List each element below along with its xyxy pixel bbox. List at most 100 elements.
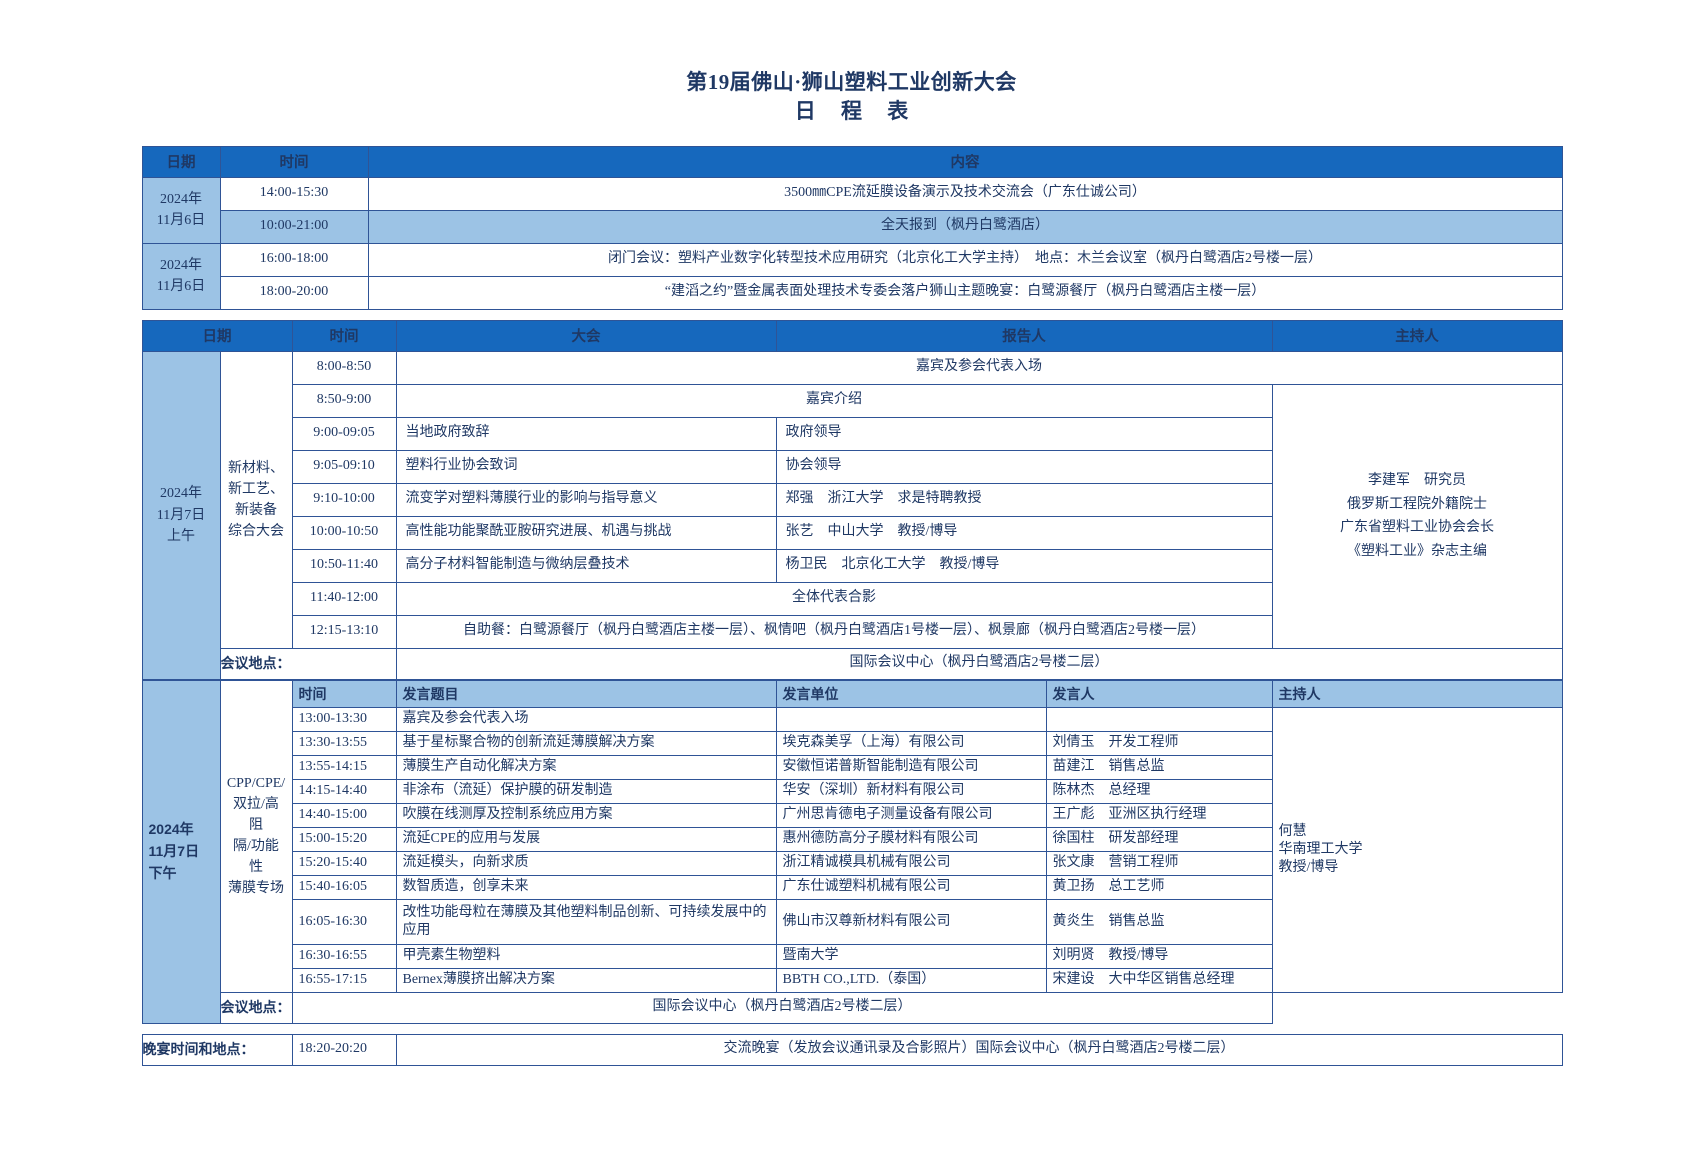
col-header-topic: 发言题目 <box>395 679 777 708</box>
col-header-date: 日期 <box>141 145 221 178</box>
table-row-header: 2024年 11月7日 下午 CPP/CPE/双拉/高阻 隔/功能性 薄膜专场 时间 发… <box>141 679 1563 1024</box>
table-row: 8:50-9:00 嘉宾介绍 李建军 研究员 俄罗斯工程院外籍院士 广东省塑料工业协… <box>142 383 1563 649</box>
cell-org: 惠州德防高分子膜材料有限公司 <box>775 826 1047 852</box>
cell-org: 佛山市汉尊新材料有限公司 <box>775 898 1047 945</box>
cell-time: 8:50-9:00 <box>291 383 397 418</box>
table-row: 15:40-16:05 数智质造，创享未来 广东仕诚塑料机械有限公司 黄卫扬 总… <box>142 874 1562 900</box>
cell-topic: 嘉宾介绍 <box>395 383 1273 418</box>
cell-speaker: 徐国柱 研发部经理 <box>1045 826 1273 852</box>
cell-content: “建滔之约”暨金属表面处理技术专委会落户狮山主题晚宴：白鹭源餐厅（枫丹白鹭酒店主… <box>367 275 1563 310</box>
col-header-time: 时间 <box>219 145 369 178</box>
cell-host: 李建军 研究员 俄罗斯工程院外籍院士 广东省塑料工业协会会长 《塑料工业》杂志主编 <box>1271 383 1563 649</box>
cell-time: 15:00-15:20 <box>291 826 397 852</box>
table-row-header: 日期 时间 内容 <box>141 145 1563 178</box>
cell-org: 暨南大学 <box>775 943 1047 969</box>
table-row: 16:05-16:30 改性功能母粒在薄膜及其他塑料制品创新、可持续发展中的应用… <box>142 898 1562 945</box>
document-titles: 第19届佛山·狮山塑料工业创新大会 日 程 表 <box>0 0 1703 128</box>
cell-org: 浙江精诚模具机械有限公司 <box>775 850 1047 876</box>
cell-topic: 吹膜在线测厚及控制系统应用方案 <box>395 802 777 828</box>
cell-time: 9:05-09:10 <box>291 449 397 484</box>
cell-topic: 甲壳素生物塑料 <box>395 943 777 969</box>
cell-content: 全天报到（枫丹白鹭酒店） <box>367 209 1563 244</box>
cell-speaker: 协会领导 <box>775 449 1273 484</box>
col-header-date: 日期 <box>141 319 293 352</box>
cell-content: 闭门会议：塑料产业数字化转型技术应用研究（北京化工大学主持） 地点：木兰会议室（… <box>367 242 1563 277</box>
cell-org: 华安（深圳）新材料有限公司 <box>775 778 1047 804</box>
table-row: 9:10-10:00 流变学对塑料薄膜行业的影响与指导意义 郑强 浙江大学 求是… <box>142 482 1562 517</box>
cell-topic: 薄膜生产自动化解决方案 <box>395 754 777 780</box>
cell-topic: 高性能功能聚酰亚胺研究进展、机遇与挑战 <box>395 515 777 550</box>
table-row: 13:00-13:30 嘉宾及参会代表入场 何慧 华南理工大学 教授/博导 <box>142 706 1563 993</box>
col-header-time: 时间 <box>291 319 397 352</box>
table-day2-morning: 日期 时间 大会 报告人 主持人 2024年 11月7日 上午 新材料、 新工艺、 新装… <box>141 319 1563 680</box>
cell-time: 16:55-17:15 <box>291 967 397 993</box>
cell-time: 8:00-8:50 <box>291 350 397 385</box>
cell-content: 3500㎜CPE流延膜设备演示及技术交流会（广东仕诚公司） <box>367 176 1563 211</box>
cell-time: 15:20-15:40 <box>291 850 397 876</box>
cell-speaker: 刘明贤 教授/博导 <box>1045 943 1273 969</box>
col-header-speaker: 报告人 <box>775 319 1273 352</box>
cell-topic: 当地政府致辞 <box>395 416 777 451</box>
cell-speaker: 黄炎生 销售总监 <box>1045 898 1273 945</box>
table-row: 10:00-10:50 高性能功能聚酰亚胺研究进展、机遇与挑战 张艺 中山大学 … <box>142 515 1562 550</box>
cell-time: 14:00-15:30 <box>219 176 369 211</box>
cell-org: 安徽恒诺普斯智能制造有限公司 <box>775 754 1047 780</box>
table-row: 10:50-11:40 高分子材料智能制造与微纳层叠技术 杨卫民 北京化工大学 … <box>142 548 1562 583</box>
cell-host: 何慧 华南理工大学 教授/博导 <box>1271 706 1563 993</box>
cell-org <box>775 706 1047 732</box>
page-subtitle: 日 程 表 <box>794 99 919 124</box>
table-row: 晚宴时间和地点： 18:20-20:20 交流晚宴（发放会议通讯录及合影照片）国… <box>141 1033 1563 1066</box>
table-row: 9:05-09:10 塑料行业协会致词 协会领导 <box>142 449 1562 484</box>
table-row: 2024年 11月7日 上午 新材料、 新工艺、 新装备 综合大会 8:00-8:50 嘉… <box>141 350 1563 680</box>
cell-topic: 嘉宾及参会代表入场 <box>395 706 777 732</box>
cell-time: 10:00-21:00 <box>219 209 369 244</box>
cell-date: 2024年 11月7日 上午 <box>141 350 221 680</box>
dinner-label: 晚宴时间和地点： <box>141 1033 293 1066</box>
cell-speaker: 宋建设 大中华区销售总经理 <box>1045 967 1273 993</box>
cell-speaker: 苗建江 销售总监 <box>1045 754 1273 780</box>
cell-speaker <box>1045 706 1273 732</box>
cell-speaker: 刘倩玉 开发工程师 <box>1045 730 1273 756</box>
col-header-org: 发言单位 <box>775 679 1047 708</box>
cell-session: CPP/CPE/双拉/高阻 隔/功能性 薄膜专场 <box>219 679 293 993</box>
cell-time: 9:10-10:00 <box>291 482 397 517</box>
dinner-content: 交流晚宴（发放会议通讯录及合影照片）国际会议中心（枫丹白鹭酒店2号楼二层） <box>395 1033 1563 1066</box>
table-row-header: 日期 时间 大会 报告人 主持人 <box>141 319 1563 352</box>
location-value: 国际会议中心（枫丹白鹭酒店2号楼二层） <box>291 991 1273 1024</box>
cell-topic: 流变学对塑料薄膜行业的影响与指导意义 <box>395 482 777 517</box>
cell-topic: 嘉宾及参会代表入场 <box>395 350 1563 385</box>
col-header-time: 时间 <box>291 679 397 708</box>
cell-topic: 流延CPE的应用与发展 <box>395 826 777 852</box>
cell-speaker: 张艺 中山大学 教授/博导 <box>775 515 1273 550</box>
cell-topic: Bernex薄膜挤出解决方案 <box>395 967 777 993</box>
col-header-host: 主持人 <box>1271 319 1563 352</box>
cell-topic: 塑料行业协会致词 <box>395 449 777 484</box>
table-row: 9:00-09:05 当地政府致辞 政府领导 <box>142 416 1562 451</box>
location-label: 会议地点： <box>219 991 293 1024</box>
cell-topic: 流延模头，向新求质 <box>395 850 777 876</box>
table-row: 2024年 11月6日 14:00-15:30 3500㎜CPE流延膜设备演示及技… <box>141 176 1563 244</box>
cell-topic: 基于星标聚合物的创新流延薄膜解决方案 <box>395 730 777 756</box>
table-row: 18:00-20:00 “建滔之约”暨金属表面处理技术专委会落户狮山主题晚宴：白… <box>142 275 1563 310</box>
table-row-location: 会议地点： 国际会议中心（枫丹白鹭酒店2号楼二层） <box>142 991 1562 1024</box>
cell-org: BBTH CO.,LTD.（泰国） <box>775 967 1047 993</box>
page-title: 第19届佛山·狮山塑料工业创新大会 <box>686 70 1017 94</box>
col-header-speaker: 发言人 <box>1045 679 1273 708</box>
cell-speaker: 张文康 营销工程师 <box>1045 850 1273 876</box>
table-day2-afternoon: 2024年 11月7日 下午 CPP/CPE/双拉/高阻 隔/功能性 薄膜专场 时间 发… <box>141 679 1563 1024</box>
cell-org: 广州思肯德电子测量设备有限公司 <box>775 802 1047 828</box>
location-label: 会议地点： <box>219 647 397 680</box>
cell-session: 新材料、 新工艺、 新装备 综合大会 <box>219 350 293 649</box>
cell-time: 13:55-14:15 <box>291 754 397 780</box>
cell-date: 2024年 11月6日 <box>141 242 221 310</box>
table-day1: 日期 时间 内容 2024年 11月6日 14:00-15:30 3500㎜CPE… <box>141 145 1563 310</box>
cell-time: 11:40-12:00 <box>291 581 397 616</box>
cell-speaker: 王广彪 亚洲区执行经理 <box>1045 802 1273 828</box>
cell-date: 2024年 11月6日 <box>141 176 221 244</box>
table-row: 10:00-21:00 全天报到（枫丹白鹭酒店） <box>142 209 1563 244</box>
table-row: 14:15-14:40 非涂布（流延）保护膜的研发制造 华安（深圳）新材料有限公… <box>142 778 1562 804</box>
cell-topic: 非涂布（流延）保护膜的研发制造 <box>395 778 777 804</box>
cell-speaker: 黄卫扬 总工艺师 <box>1045 874 1273 900</box>
table-row: 11:40-12:00 全体代表合影 <box>142 581 1562 616</box>
